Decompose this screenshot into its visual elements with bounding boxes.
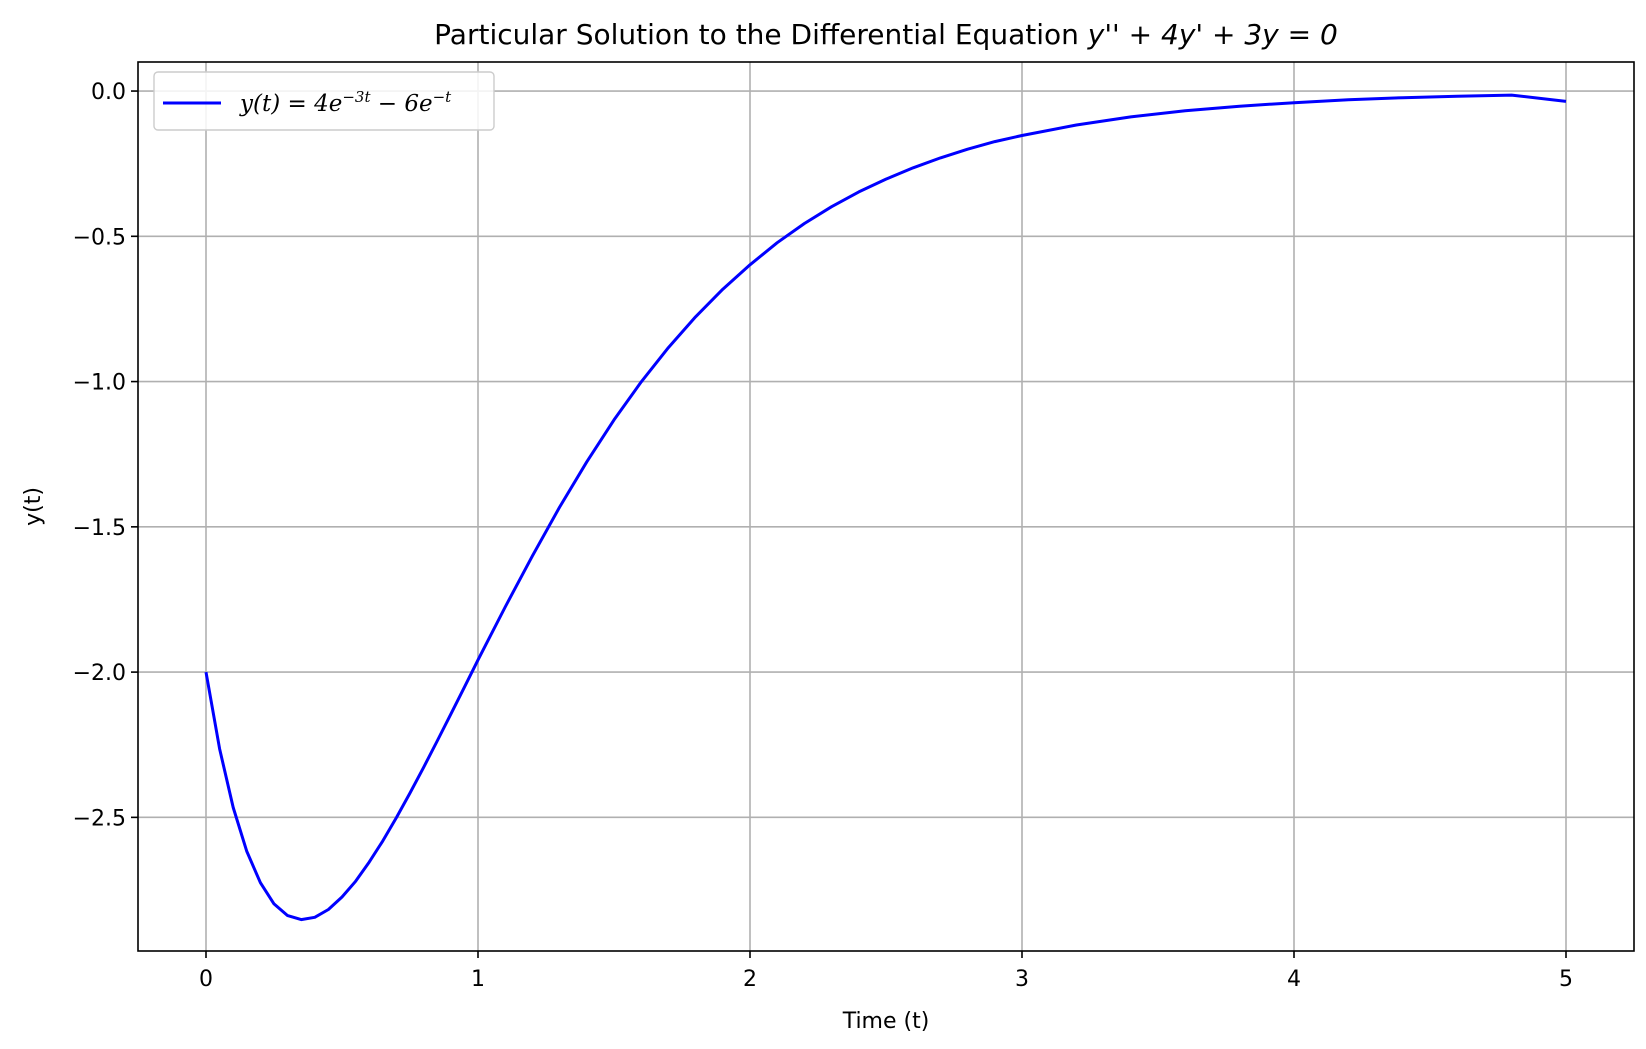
legend-label-exp1: −3t (342, 88, 371, 106)
legend-label-mid: − 6e (370, 91, 432, 117)
legend-label: y(t) = 4e−3t − 6e−t (239, 88, 452, 117)
y-tick-label: −2.5 (73, 806, 126, 831)
y-tick-label: −1.0 (73, 371, 126, 396)
x-tick-label: 0 (199, 967, 213, 992)
x-tick-label: 5 (1559, 967, 1573, 992)
x-tick-label: 3 (1015, 967, 1029, 992)
chart-title-equation: y'' + 4y' + 3y = 0 (1087, 18, 1338, 51)
x-tick-label: 2 (743, 967, 757, 992)
chart-title: Particular Solution to the Differential … (434, 18, 1338, 51)
legend: y(t) = 4e−3t − 6e−t (153, 71, 495, 131)
y-tick-label: −1.5 (73, 516, 126, 541)
y-tick-label: −2.0 (73, 661, 126, 686)
y-axis-ticks: 0.0 −0.5 −1.0 −1.5 −2.0 −2.5 (73, 80, 138, 831)
x-axis-ticks: 0 1 2 3 4 5 (199, 951, 1573, 992)
chart-title-prefix: Particular Solution to the Differential … (434, 18, 1088, 51)
legend-label-exp2: −t (433, 88, 453, 106)
x-axis-label: Time (t) (842, 1009, 930, 1034)
plot-frame (137, 61, 1635, 952)
legend-label-base: y(t) = 4e (239, 91, 342, 117)
series-line (204, 93, 1567, 922)
x-tick-label: 1 (471, 967, 485, 992)
y-tick-label: −0.5 (73, 225, 126, 250)
x-tick-label: 4 (1287, 967, 1301, 992)
legend-box (153, 71, 495, 131)
y-tick-label: 0.0 (91, 80, 126, 105)
y-axis-label: y(t) (21, 487, 46, 526)
series-layer (204, 93, 1567, 922)
